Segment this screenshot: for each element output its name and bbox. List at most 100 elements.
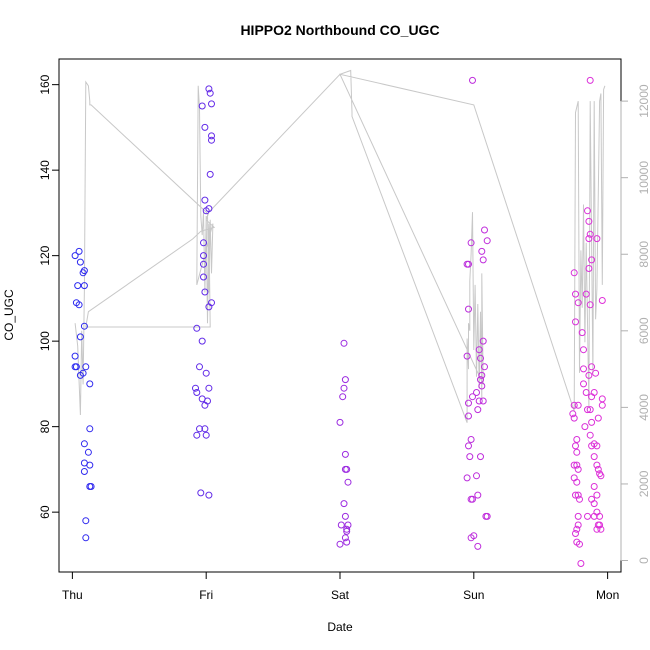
y-tick-label: 120 [38,245,52,265]
right-tick-label: 10000 [637,161,650,195]
data-point [76,371,84,379]
data-point [339,393,347,401]
data-point [343,525,351,533]
data-point [467,436,475,443]
data-point [576,540,583,548]
data-point [465,442,472,450]
chart-title: HIPPO2 Northbound CO_UGC [240,22,439,38]
data-point [80,440,88,448]
data-point [337,521,345,529]
data-point [87,483,95,490]
data-point [200,239,207,247]
altitude-line [74,69,606,423]
plot-frame [58,58,622,573]
data-point [588,418,596,426]
data-point [463,474,471,482]
data-point [572,530,579,537]
data-point [80,468,88,475]
data-point [478,371,486,379]
data-point [82,517,90,525]
data-point [84,448,92,456]
data-point [341,376,349,384]
data-point [580,380,587,388]
data-point [198,337,206,345]
data-point [574,491,582,499]
right-tick-label: 0 [637,557,650,564]
data-point [344,521,352,529]
data-point [577,560,585,567]
data-point [581,423,589,431]
data-point [474,406,482,414]
data-point [196,363,203,371]
data-point [573,436,581,443]
data-point [586,230,594,238]
data-point [580,365,587,373]
data-point [588,393,596,401]
data-point [467,239,475,247]
co-ugc-series [71,76,606,567]
data-point [478,382,486,390]
data-point [593,461,601,469]
data-point [86,425,94,433]
data-point [466,453,474,461]
data-point [483,237,491,245]
data-point [71,252,79,260]
x-tick-label: Sat [331,588,350,602]
data-point [343,527,351,535]
data-point [344,478,352,486]
data-point [588,495,596,503]
data-point [574,521,582,529]
data-point [597,472,605,480]
data-point [594,414,602,422]
data-point [574,512,582,520]
y-tick-label: 60 [38,505,52,519]
data-point [570,461,578,469]
right-tick-label: 12000 [637,84,650,118]
data-point [72,363,80,371]
data-point [588,363,596,371]
data-point [465,260,472,268]
data-point [584,207,591,215]
data-point [470,532,478,540]
data-point [208,299,215,307]
data-point [598,297,606,304]
data-point [201,425,209,433]
data-point [597,525,605,533]
data-point [569,410,577,418]
data-point [208,100,215,108]
data-point [469,393,476,401]
data-point [474,542,482,550]
axes: Thu Fri Sat Sun Mon 60 80 100 120 140 160 0 2000 4000… [38,74,650,602]
x-axis-label: Date [327,620,353,634]
data-point [576,495,583,503]
data-point [588,256,596,264]
y-tick-label: 160 [38,74,52,94]
data-point [340,339,348,347]
data-point [479,397,487,405]
data-point [598,395,606,403]
data-point [86,380,94,388]
data-point [596,512,604,520]
data-point [86,461,94,469]
data-point [475,346,483,354]
right-tick-label: 4000 [637,394,650,421]
data-point [343,538,351,546]
data-point [475,397,483,405]
data-point [573,478,581,486]
x-tick-label: Thu [62,588,83,602]
data-point [594,465,602,473]
data-point [483,512,491,520]
data-point [201,196,209,204]
data-point [574,465,582,473]
data-point [573,525,581,533]
data-point [572,491,579,499]
data-point [82,534,90,542]
data-point [570,414,578,422]
data-point [580,346,587,354]
y-tick-label: 140 [38,160,52,180]
data-point [205,384,213,392]
data-point [206,170,214,178]
data-point [578,329,586,337]
data-point [473,389,480,396]
